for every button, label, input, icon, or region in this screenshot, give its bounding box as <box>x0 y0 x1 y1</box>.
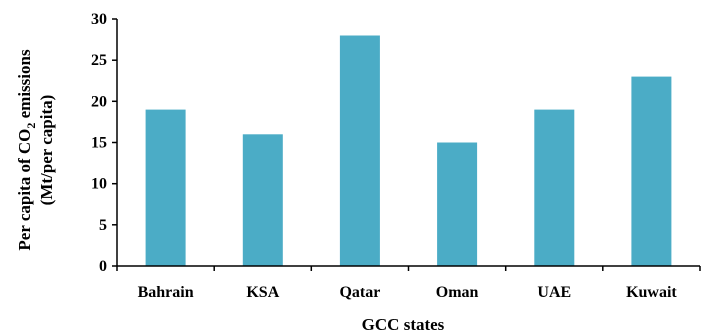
y-tick-label: 20 <box>91 93 107 110</box>
bar <box>437 142 478 266</box>
x-tick-label: KSA <box>246 284 279 301</box>
bar <box>534 109 575 266</box>
plot-area: Bahrain KSA Qatar Oman UAE Kuwait 0 5 10 15 20 25 30 <box>91 11 701 301</box>
y-tick-label: 15 <box>91 135 107 152</box>
bar <box>339 35 380 266</box>
y-axis-title: Per capita of CO2 emissions (Mt/per capi… <box>15 49 56 251</box>
y-tick-label: 5 <box>99 217 107 234</box>
bar <box>631 76 672 266</box>
x-tick-label: Oman <box>436 284 479 301</box>
svg-text:Per capita of CO2 emissions: Per capita of CO2 emissions <box>15 49 38 251</box>
y-axis-title-line2: (Mt/per capita) <box>37 95 56 206</box>
x-tick-label: Kuwait <box>626 284 677 301</box>
bar <box>145 109 186 266</box>
y-tick-label: 25 <box>91 52 107 69</box>
x-axis-title: GCC states <box>362 315 445 334</box>
x-tick-label: UAE <box>537 284 571 301</box>
x-tick-label: Qatar <box>339 284 380 301</box>
bar <box>242 134 283 266</box>
y-axis-title-suffix: emissions <box>15 49 34 123</box>
y-tick-label: 0 <box>99 258 107 275</box>
y-tick-label: 10 <box>91 176 107 193</box>
x-tick-label: Bahrain <box>138 284 194 301</box>
y-axis-title-subscript: 2 <box>24 123 38 129</box>
y-axis-title-prefix: Per capita of CO <box>15 129 34 251</box>
y-tick-label: 30 <box>91 11 107 28</box>
